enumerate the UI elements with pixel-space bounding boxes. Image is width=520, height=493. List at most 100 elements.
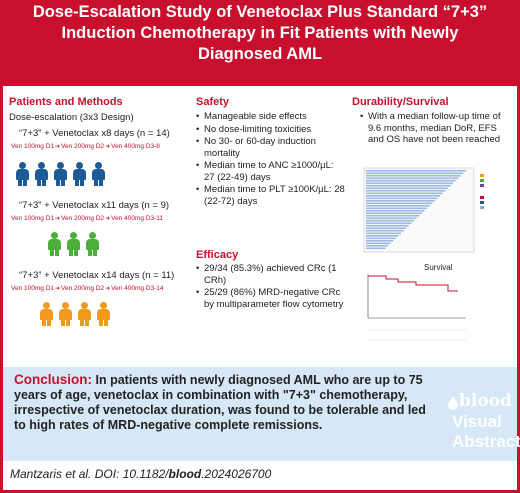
durability-list: With a median follow-up time of 9.6 mont… xyxy=(360,111,514,147)
header-banner: Dose-Escalation Study of Venetoclax Plus… xyxy=(0,0,520,86)
cohort-1-dose-3: Ven 400mg D3-8 xyxy=(111,143,160,150)
person-icon xyxy=(95,302,111,326)
swimmer-bar xyxy=(366,185,451,187)
patients-methods-title: Patients and Methods xyxy=(9,96,123,108)
person-icon xyxy=(84,232,100,256)
swimmer-bar xyxy=(366,240,394,242)
person-icon xyxy=(76,302,92,326)
person-icon xyxy=(14,162,30,186)
cohort-3-people-icons xyxy=(38,302,111,326)
swimmer-bar xyxy=(366,192,443,195)
logo-line-1: Visual xyxy=(452,412,502,431)
citation[interactable]: Mantzaris et al. DOI: 10.1182/blood.2024… xyxy=(10,467,271,481)
swimmer-bar xyxy=(366,245,388,247)
swimmer-bar xyxy=(366,172,464,175)
swimmer-bar xyxy=(366,230,404,232)
title-line-3: Diagnosed AML xyxy=(197,45,323,63)
efficacy-item: 25/29 (86%) MRD-negative CRc by multipar… xyxy=(196,287,346,310)
arrow-icon: ➜ xyxy=(55,216,61,222)
swimmer-bar xyxy=(366,222,412,225)
efficacy-list: 29/34 (85.3%) achieved CRc (1 CRh) 25/29… xyxy=(196,263,346,311)
safety-item: No dose-limiting toxicities xyxy=(196,124,346,136)
arrow-icon: ➜ xyxy=(105,216,111,222)
cohort-3-dose-2: Ven 200mg D2 xyxy=(61,285,105,292)
durability-title: Durability/Survival xyxy=(352,96,449,108)
swimmer-bar xyxy=(366,212,422,215)
design-text: Dose-escalation (3x3 Design) xyxy=(9,112,134,123)
cohort-1-people-icons xyxy=(14,162,106,186)
safety-item: Median time to PLT ≥100K/µL: 28 (22-72) … xyxy=(196,184,346,207)
arrow-icon: ➜ xyxy=(55,286,61,292)
durability-item: With a median follow-up time of 9.6 mont… xyxy=(360,111,514,146)
efficacy-title: Efficacy xyxy=(196,249,239,261)
legend-swatch xyxy=(480,184,484,187)
swimmer-bar xyxy=(366,227,407,230)
safety-item: Manageable side effects xyxy=(196,111,346,123)
swimmer-bar xyxy=(366,202,433,205)
conclusion-body: In patients with newly diagnosed AML who… xyxy=(14,373,426,432)
swimmer-bar xyxy=(366,232,401,235)
swimmer-bar xyxy=(366,195,440,197)
cohort-2-dosing: Ven 100mg D1➜Ven 200mg D2➜Ven 400mg D3-1… xyxy=(11,215,163,222)
legend-swatch xyxy=(480,174,484,177)
swimmer-bar xyxy=(366,170,466,172)
cohort-2-dose-1: Ven 100mg D1 xyxy=(11,215,55,222)
swimmer-bar xyxy=(366,247,386,250)
arrow-icon: ➜ xyxy=(105,144,111,150)
conclusion-box: Conclusion: In patients with newly diagn… xyxy=(3,367,517,461)
cohort-2-people-icons xyxy=(46,232,100,256)
swimmer-bar xyxy=(366,187,448,190)
abstract-frame xyxy=(0,86,520,493)
person-icon xyxy=(33,162,49,186)
citation-doi-suffix: .2024026700 xyxy=(201,467,272,481)
swimmer-bar xyxy=(366,225,409,227)
swimmer-bar xyxy=(366,180,456,182)
title-line-1: Dose-Escalation Study of Venetoclax Plus… xyxy=(32,3,488,21)
swimmer-bar xyxy=(366,200,435,202)
cohort-3-dosing: Ven 100mg D1➜Ven 200mg D2➜Ven 400mg D3-1… xyxy=(11,285,164,292)
swimmer-bar xyxy=(366,197,438,200)
logo-brand: blood xyxy=(459,391,512,411)
swimmer-bar xyxy=(366,210,425,212)
legend-swatch xyxy=(480,201,484,204)
conclusion-label: Conclusion: xyxy=(14,372,92,387)
safety-item: No 30- or 60-day induction mortality xyxy=(196,136,346,159)
safety-list: Manageable side effects No dose-limiting… xyxy=(196,111,346,208)
logo-line-2: Abstract xyxy=(452,432,520,451)
cohort-1-dosing: Ven 100mg D1➜Ven 200mg D2➜Ven 400mg D3-8 xyxy=(11,143,160,150)
swimmer-bar xyxy=(366,190,446,192)
person-icon xyxy=(71,162,87,186)
citation-journal: blood xyxy=(168,467,202,481)
safety-item: Median time to ANC ≥1000/µL: 27 (22-49) … xyxy=(196,160,346,183)
swimmer-bars xyxy=(366,170,466,250)
legend-swatch xyxy=(480,179,484,182)
swimmer-bar xyxy=(366,205,430,207)
swimmer-plot-figure xyxy=(363,167,484,253)
survival-curve-figure xyxy=(367,274,466,341)
person-icon xyxy=(65,232,81,256)
blood-drop-icon xyxy=(448,396,458,410)
swimmer-bar xyxy=(366,215,420,217)
cohort-2-dose-3: Ven 400mg D3-11 xyxy=(111,215,164,222)
legend-swatch xyxy=(480,206,484,209)
swimmer-bar xyxy=(366,237,396,240)
conclusion-text: Conclusion: In patients with newly diagn… xyxy=(14,372,434,433)
cohort-2-label: “7+3” + Venetoclax x11 days (n = 9) xyxy=(19,200,170,211)
citation-authors: Mantzaris et al. DOI: 10.1182/ xyxy=(10,467,169,481)
person-icon xyxy=(46,232,62,256)
cohort-3-dose-3: Ven 400mg D3-14 xyxy=(111,285,164,292)
cohort-3-label: “7+3” + Venetoclax x14 days (n = 11) xyxy=(19,270,175,281)
cohort-1-label: “7+3” + Venetoclax x8 days (n = 14) xyxy=(19,128,170,139)
cohort-2-dose-2: Ven 200mg D2 xyxy=(61,215,105,222)
swimmer-bar xyxy=(366,175,461,177)
survival-label: Survival xyxy=(424,263,453,272)
cohort-3-dose-1: Ven 100mg D1 xyxy=(11,285,55,292)
swimmer-bar xyxy=(366,182,453,185)
swimmer-bar xyxy=(366,235,399,237)
title-line-2: Induction Chemotherapy in Fit Patients w… xyxy=(61,24,459,42)
cohort-1-dose-1: Ven 100mg D1 xyxy=(11,143,55,150)
person-icon xyxy=(57,302,73,326)
swimmer-bar xyxy=(366,242,391,245)
legend-swatch xyxy=(480,196,484,199)
safety-title: Safety xyxy=(196,96,230,108)
